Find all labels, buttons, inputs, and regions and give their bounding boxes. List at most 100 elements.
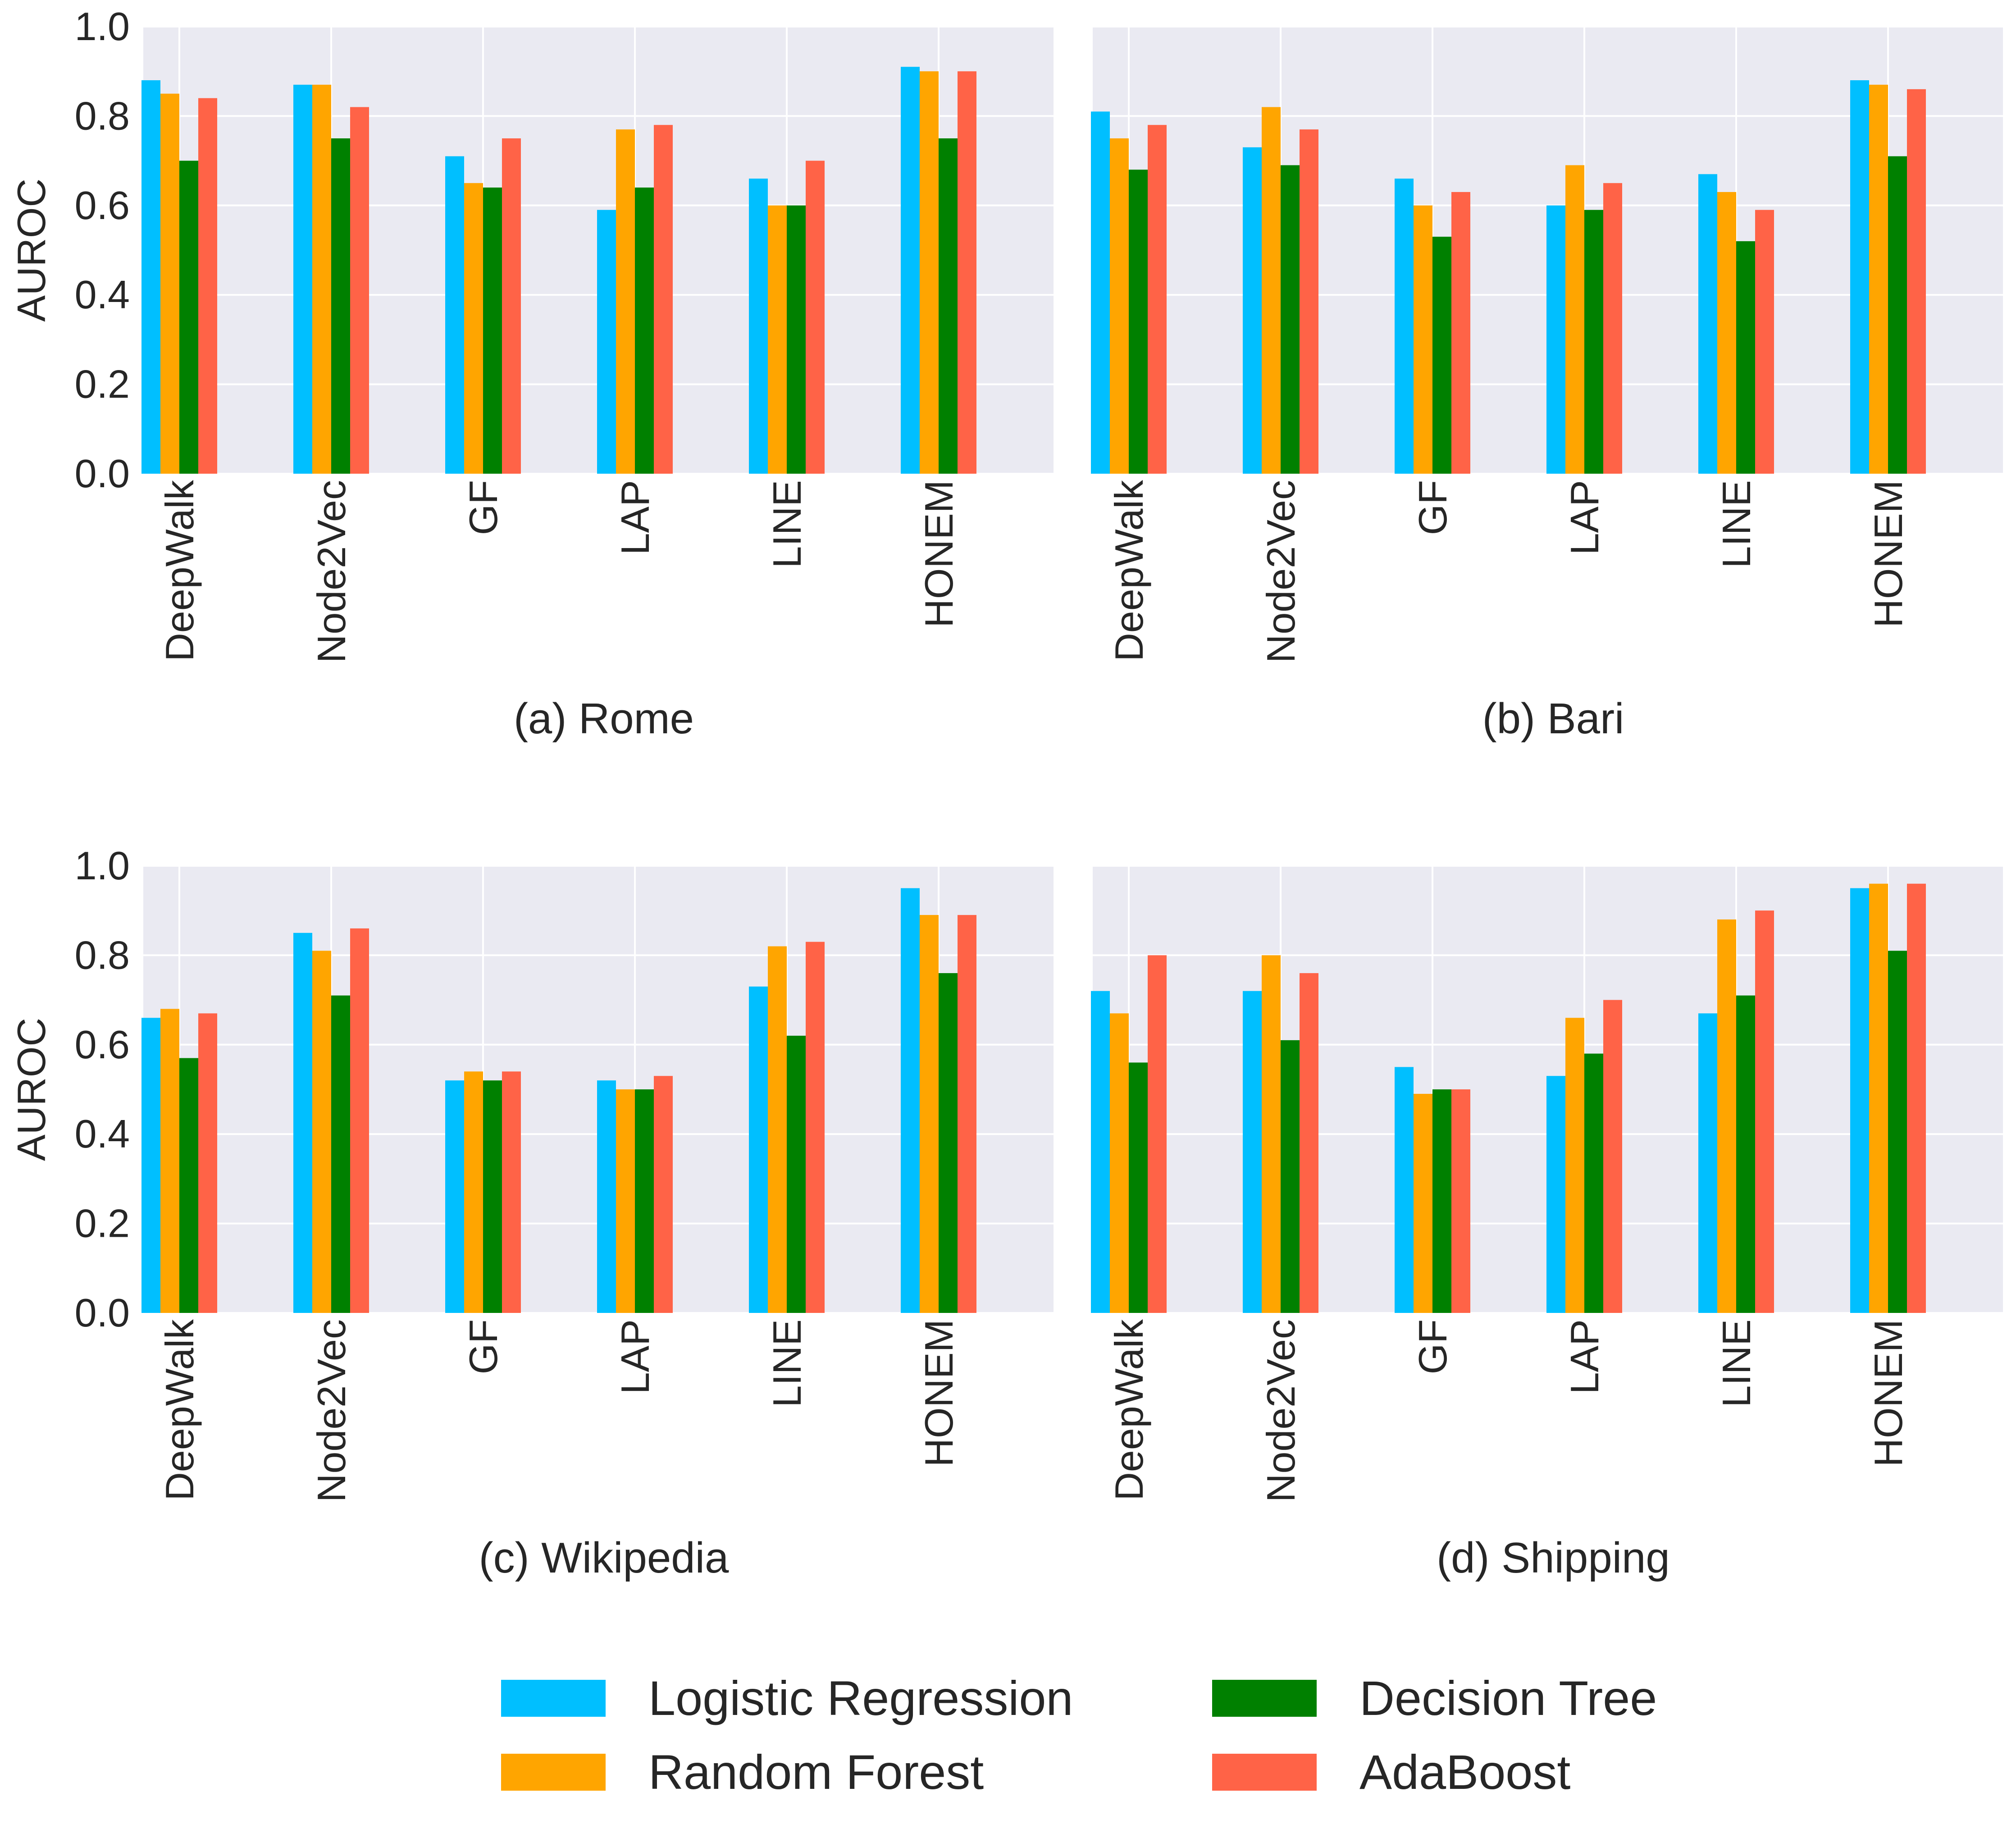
bar xyxy=(1432,1089,1451,1313)
legend-label: Logistic Regression xyxy=(648,1671,1073,1725)
x-tick-label: GF xyxy=(1410,480,1455,535)
bar xyxy=(901,888,920,1313)
legend-item: Decision Tree xyxy=(1212,1671,1657,1725)
bar xyxy=(293,933,312,1313)
bar xyxy=(635,1089,654,1313)
bar xyxy=(1110,138,1129,474)
x-tick-label: DeepWalk xyxy=(1107,1319,1151,1501)
subplot-panel: 0.0 0.2 0.4 0.6 0.8 1.0 AUROC DeepWalk Node2Vec G… xyxy=(9,4,1054,743)
bar xyxy=(331,995,350,1313)
x-tick-label: LAP xyxy=(613,480,657,555)
subplot-caption: (d) Shipping xyxy=(1437,1534,1670,1582)
x-tick-label: HONEM xyxy=(917,1319,961,1467)
bar xyxy=(198,1013,217,1313)
legend: Logistic Regression Decision Tree Random F… xyxy=(501,1671,1657,1799)
bar xyxy=(445,1080,464,1313)
bar xyxy=(179,1058,198,1313)
subplot-caption: (a) Rome xyxy=(514,695,694,743)
bar xyxy=(1736,241,1755,474)
bar xyxy=(1698,1013,1717,1313)
bar xyxy=(1546,205,1565,474)
bar xyxy=(1414,1093,1432,1313)
bar xyxy=(1300,973,1318,1313)
x-tick-label: Node2Vec xyxy=(1259,1319,1303,1502)
bar xyxy=(1717,192,1736,474)
bar xyxy=(1850,888,1869,1313)
bar xyxy=(787,205,806,474)
y-tick-label: 0.4 xyxy=(75,272,130,317)
bar xyxy=(1243,991,1262,1313)
bar xyxy=(958,915,976,1313)
legend-swatch xyxy=(1212,1680,1317,1717)
x-tick-label: LINE xyxy=(1714,480,1759,568)
bar xyxy=(749,986,768,1313)
bar xyxy=(1565,1018,1584,1313)
subplot-panel: DeepWalk Node2Vec GF LAP LINE HONEM (b) Bari xyxy=(1091,26,2003,743)
legend-label: Random Forest xyxy=(648,1745,984,1799)
y-tick-label: 1.0 xyxy=(75,4,130,49)
y-tick-label: 0.0 xyxy=(75,1290,130,1335)
bar xyxy=(901,67,920,474)
bar xyxy=(1546,1076,1565,1313)
subplot-panel: DeepWalk Node2Vec GF LAP LINE HONEM (d) Shippi… xyxy=(1091,865,2003,1582)
legend-swatch xyxy=(501,1680,606,1717)
x-tick-label: DeepWalk xyxy=(157,480,202,662)
bar xyxy=(1698,174,1717,474)
x-tick-label: HONEM xyxy=(917,480,961,628)
subplot-panel: 0.0 0.2 0.4 0.6 0.8 1.0 AUROC DeepWalk Node2Vec G… xyxy=(9,843,1054,1582)
bar xyxy=(787,1035,806,1313)
bar xyxy=(920,915,939,1313)
y-tick-label: 0.0 xyxy=(75,451,130,496)
y-tick-label: 0.4 xyxy=(75,1111,130,1156)
bar xyxy=(1755,910,1774,1313)
bar xyxy=(1736,995,1755,1313)
y-tick-label: 0.8 xyxy=(75,93,130,138)
legend-item: Logistic Regression xyxy=(501,1671,1073,1725)
bar xyxy=(635,187,654,474)
bar xyxy=(616,129,635,474)
bar xyxy=(939,973,958,1313)
bar xyxy=(1565,165,1584,474)
bar xyxy=(1888,951,1907,1313)
bar xyxy=(141,80,160,474)
bar xyxy=(1584,1053,1603,1313)
bar xyxy=(331,138,350,474)
bar xyxy=(312,951,331,1313)
bar xyxy=(350,928,369,1313)
x-tick-label: LINE xyxy=(1714,1319,1759,1408)
bar xyxy=(1869,84,1888,474)
bar xyxy=(920,71,939,474)
y-tick-label: 1.0 xyxy=(75,843,130,888)
bar xyxy=(160,93,179,474)
bar xyxy=(939,138,958,474)
bar xyxy=(350,107,369,474)
bar xyxy=(1262,955,1281,1313)
x-tick-label: GF xyxy=(461,480,506,535)
x-tick-label: DeepWalk xyxy=(157,1319,202,1501)
bar xyxy=(616,1089,635,1313)
bar xyxy=(198,98,217,474)
x-tick-label: HONEM xyxy=(1866,1319,1911,1467)
bar xyxy=(1395,1067,1414,1313)
bar xyxy=(806,942,825,1313)
bar xyxy=(1300,129,1318,474)
bar xyxy=(1281,165,1300,474)
bar xyxy=(1907,89,1926,474)
y-axis-label: AUROC xyxy=(9,1018,54,1161)
subplot-caption: (b) Bari xyxy=(1482,695,1624,743)
x-tick-label: LINE xyxy=(765,480,809,568)
bar xyxy=(654,125,673,474)
x-tick-label: LAP xyxy=(613,1319,657,1394)
y-tick-label: 0.6 xyxy=(75,1022,130,1067)
subplot-caption: (c) Wikipedia xyxy=(479,1534,729,1582)
legend-label: AdaBoost xyxy=(1359,1745,1570,1799)
bar xyxy=(1110,1013,1129,1313)
bar xyxy=(1091,991,1110,1313)
bar xyxy=(141,1018,160,1313)
bar xyxy=(806,160,825,474)
x-tick-label: LINE xyxy=(765,1319,809,1408)
bar xyxy=(1243,147,1262,474)
legend-swatch xyxy=(1212,1754,1317,1791)
legend-label: Decision Tree xyxy=(1359,1671,1657,1725)
